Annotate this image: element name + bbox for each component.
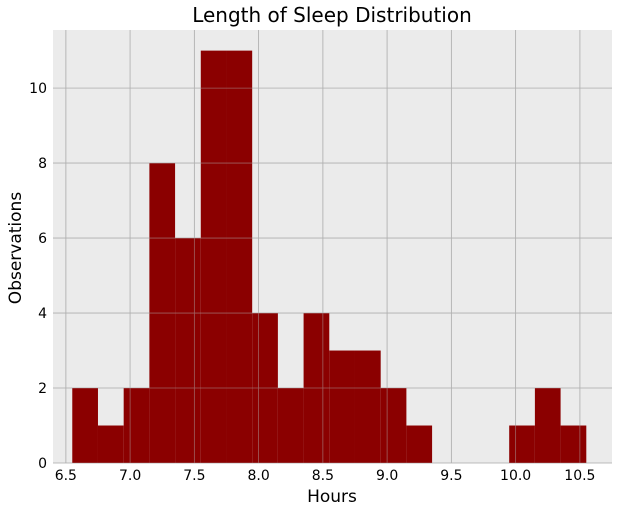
histogram-bar — [175, 238, 201, 463]
y-tick-label: 2 — [38, 381, 47, 397]
histogram-bars — [72, 50, 587, 463]
x-tick-label: 9.0 — [376, 468, 398, 484]
y-tick-label: 10 — [29, 81, 47, 97]
histogram-bar — [277, 388, 304, 463]
x-axis-label: Hours — [307, 487, 357, 507]
histogram-bar — [509, 425, 535, 463]
histogram-bar — [200, 50, 227, 463]
x-tick-label: 8.5 — [312, 468, 334, 484]
y-tick-label: 8 — [38, 156, 47, 172]
x-tick-label: 10.0 — [500, 468, 531, 484]
histogram-bar — [560, 425, 587, 463]
histogram-bar — [329, 350, 355, 463]
histogram-bar — [406, 425, 433, 463]
chart-title: Length of Sleep Distribution — [192, 3, 472, 27]
histogram-bar — [226, 50, 253, 463]
histogram-bar — [72, 388, 98, 463]
x-tick-label: 8.0 — [247, 468, 269, 484]
y-tick-label: 0 — [38, 456, 47, 472]
tick-labels: 6.5 7.0 7.5 8.0 8.5 9.0 9.5 10.0 10.5 0 2 4 6 8 10 — [29, 81, 595, 484]
x-tick-label: 10.5 — [564, 468, 595, 484]
x-tick-label: 9.5 — [440, 468, 462, 484]
histogram-bar — [97, 425, 124, 463]
x-tick-label: 7.5 — [183, 468, 205, 484]
histogram-bar — [354, 350, 381, 463]
y-tick-label: 4 — [38, 306, 47, 322]
y-axis-label: Observations — [6, 192, 26, 305]
x-tick-label: 7.0 — [119, 468, 141, 484]
histogram-bar — [380, 388, 407, 463]
x-tick-label: 6.5 — [55, 468, 77, 484]
grid-overlay — [53, 30, 612, 464]
histogram-bar — [123, 388, 150, 463]
histogram-bar — [534, 388, 561, 463]
y-tick-label: 6 — [38, 231, 47, 247]
